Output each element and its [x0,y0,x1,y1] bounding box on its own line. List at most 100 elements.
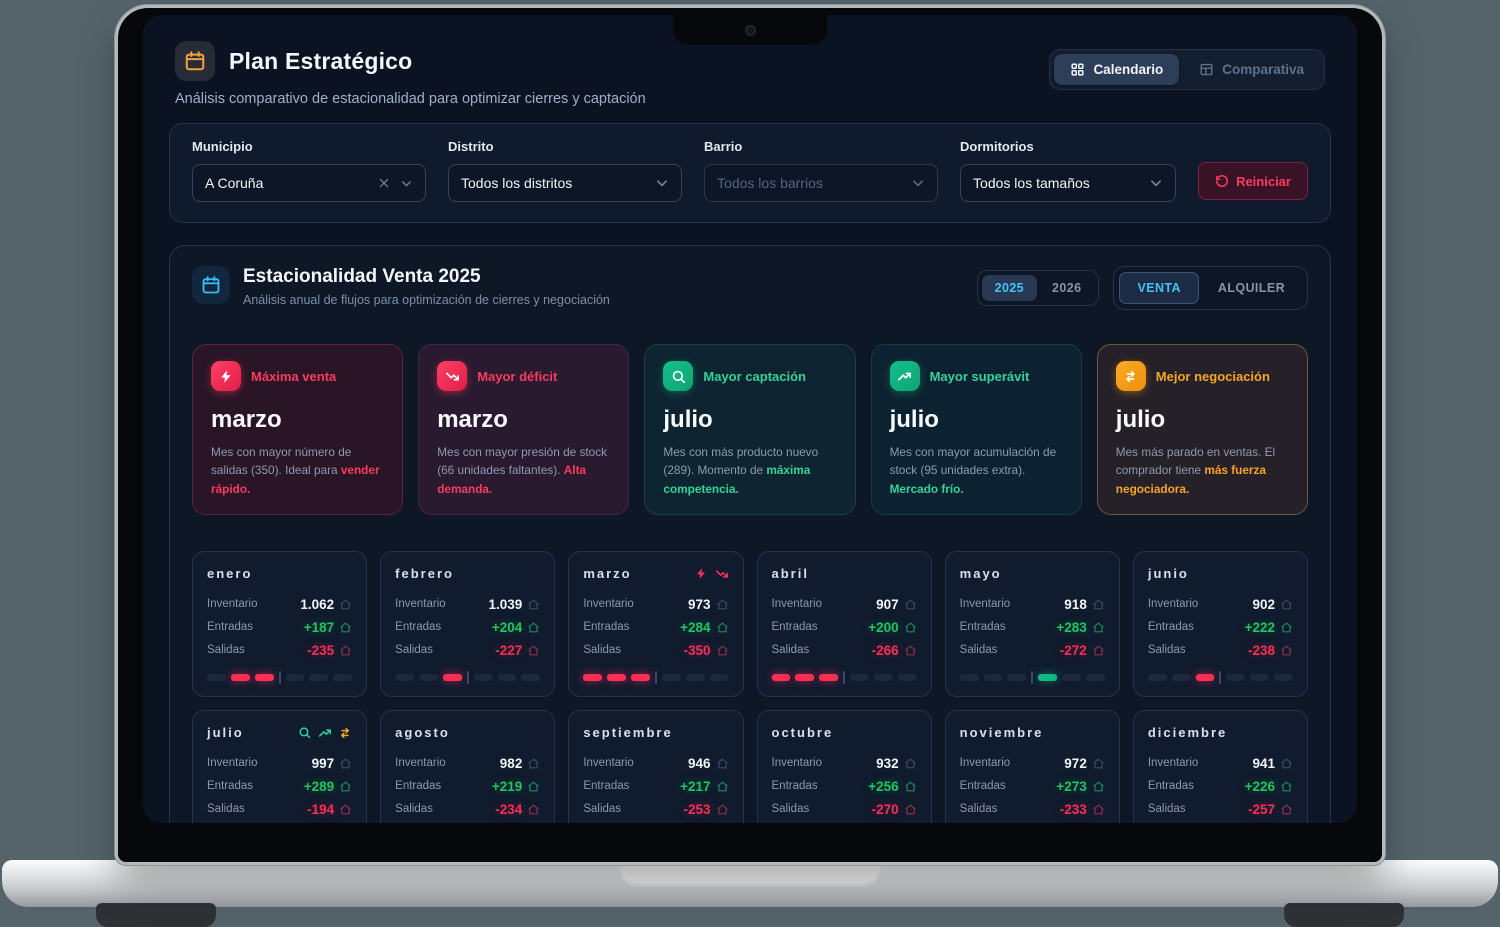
inventario-row: Inventario 941 [1148,756,1293,771]
salidas-label: Salidas [1147,644,1186,657]
building-icon [716,757,729,770]
salidas-row: Salidas -235 [207,643,352,658]
bar-segment [685,673,705,681]
bar-divider [843,670,846,684]
inventario-row: Inventario 997 [207,756,352,771]
salidas-row: Salidas -234 [395,802,540,817]
distrito-select[interactable]: Todos los distritos [448,164,683,202]
search-icon [298,726,312,740]
insight-mayor-superavit: Mayor superávit julio Mes con mayor acum… [870,344,1082,515]
trending-down-icon [715,567,729,581]
month-name: abril [771,566,809,582]
entradas-row: Entradas +200 [772,620,917,635]
building-icon [716,598,729,611]
home-icon [904,644,917,657]
trending-down-icon [437,361,468,391]
tab-calendario[interactable]: Calendario [1054,54,1180,85]
barrio-select[interactable]: Todos los barrios [704,164,939,202]
municipio-label: Municipio [192,139,253,154]
month-card: marzo Inventario 973 Entradas +284 Salid… [568,550,744,697]
insight-desc: Mes con mayor número de salidas (350). I… [211,445,380,496]
year-2025-button[interactable]: 2025 [981,275,1038,301]
bar-segment [442,673,462,681]
inventario-value: 997 [311,755,335,771]
panel-title: Estacionalidad Venta 2025 [243,266,481,287]
distrito-value: Todos los distritos [461,175,573,191]
salidas-row: Salidas -350 [583,643,728,658]
home-icon [1280,644,1293,657]
bar-divider [278,670,281,684]
entradas-value: +217 [680,778,711,794]
entradas-value: +187 [303,619,335,635]
bar-segment [333,673,353,681]
laptop-screen: Plan Estratégico Análisis comparativo de… [143,15,1357,823]
bar-segment [497,673,517,681]
inventario-label: Inventario [395,757,446,770]
municipio-select[interactable]: A Coruña [192,164,427,202]
entradas-label: Entradas [583,780,630,793]
insight-desc: Mes con más producto nuevo (289). Moment… [663,445,819,496]
reset-button[interactable]: Reiniciar [1198,162,1308,200]
calendar-icon [175,41,215,81]
inventario-row: Inventario 972 [960,756,1105,771]
salidas-value: -272 [1059,642,1087,658]
month-card: agosto Inventario 982 Entradas +219 Sali… [380,709,556,823]
entradas-label: Entradas [771,621,818,634]
insight-month: julio [1115,406,1166,433]
entradas-value: +226 [1244,778,1275,794]
month-mini-bar [583,670,729,684]
inventario-value: 918 [1064,596,1087,612]
month-name: julio [207,725,244,741]
laptop-base-notch [619,860,881,887]
home-icon [527,780,540,793]
tab-comparativa[interactable]: Comparativa [1183,54,1320,85]
home-icon [716,803,729,816]
salidas-label: Salidas [1147,803,1186,816]
header-left: Plan Estratégico Análisis comparativo de… [175,41,646,107]
salidas-label: Salidas [959,803,998,816]
bar-segment [1274,673,1293,681]
entradas-label: Entradas [207,621,254,634]
home-icon [904,803,917,816]
barrio-label: Barrio [704,139,743,154]
bar-divider [1219,670,1222,684]
app-header: Plan Estratégico Análisis comparativo de… [169,41,1331,107]
entradas-label: Entradas [1147,621,1194,634]
inventario-value: 946 [687,755,711,771]
bar-segment [419,673,438,681]
filters-panel: Municipio A Coruña Distrito Todos los di… [169,123,1331,223]
dormitorios-select[interactable]: Todos los tamaños [960,164,1177,202]
bar-divider [1031,670,1034,684]
entradas-label: Entradas [583,621,630,634]
salidas-value: -234 [495,801,523,817]
entradas-value: +204 [491,619,523,635]
insight-desc: Mes con mayor presión de stock (66 unida… [437,445,608,496]
inventario-row: Inventario 1.062 [207,597,352,612]
home-icon [1280,803,1293,816]
salidas-label: Salidas [395,803,433,816]
laptop-foot-right [1284,903,1404,927]
bar-segment [230,673,250,681]
mode-venta-button[interactable]: VENTA [1119,272,1199,304]
entradas-label: Entradas [395,780,442,793]
zap-icon [695,567,709,581]
mode-alquiler-button[interactable]: ALQUILER [1201,272,1302,304]
inventario-row: Inventario 907 [772,597,917,612]
tab-comparativa-label: Comparativa [1222,62,1304,77]
laptop-base [2,860,1498,907]
tab-calendario-label: Calendario [1093,62,1164,77]
clear-icon[interactable] [378,177,390,189]
chevron-down-icon[interactable] [400,177,413,190]
month-icons [298,726,352,740]
year-2026-button[interactable]: 2026 [1039,275,1094,301]
home-icon [1280,780,1293,793]
bar-segment [709,673,729,681]
salidas-row: Salidas -270 [772,802,917,817]
inventario-value: 973 [687,596,711,612]
bar-segment [1147,673,1167,681]
salidas-label: Salidas [771,803,810,816]
insight-desc: Mes más parado en ventas. El comprador t… [1115,445,1276,496]
month-name: junio [1147,566,1189,582]
inventario-value: 907 [876,596,899,612]
month-card: diciembre Inventario 941 Entradas +226 S… [1132,709,1308,823]
